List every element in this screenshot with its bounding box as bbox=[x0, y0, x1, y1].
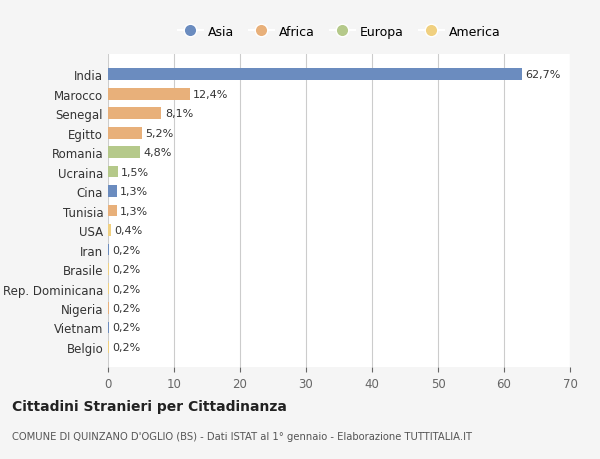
Bar bbox=[108, 205, 116, 217]
Text: 0,2%: 0,2% bbox=[113, 284, 141, 294]
Text: Cittadini Stranieri per Cittadinanza: Cittadini Stranieri per Cittadinanza bbox=[12, 399, 287, 413]
Text: 0,4%: 0,4% bbox=[114, 225, 142, 235]
Bar bbox=[108, 167, 118, 178]
Bar bbox=[108, 108, 161, 120]
Bar bbox=[108, 147, 140, 159]
Bar bbox=[108, 89, 190, 101]
Text: 1,3%: 1,3% bbox=[120, 206, 148, 216]
Text: 0,2%: 0,2% bbox=[113, 264, 141, 274]
Bar bbox=[108, 244, 109, 256]
Text: 62,7%: 62,7% bbox=[525, 70, 560, 80]
Bar bbox=[108, 341, 109, 353]
Text: 12,4%: 12,4% bbox=[193, 90, 229, 100]
Bar bbox=[108, 225, 110, 236]
Bar bbox=[108, 322, 109, 334]
Text: 1,3%: 1,3% bbox=[120, 187, 148, 197]
Text: 5,2%: 5,2% bbox=[146, 129, 174, 139]
Bar bbox=[108, 186, 116, 197]
Text: 4,8%: 4,8% bbox=[143, 148, 172, 158]
Text: COMUNE DI QUINZANO D'OGLIO (BS) - Dati ISTAT al 1° gennaio - Elaborazione TUTTIT: COMUNE DI QUINZANO D'OGLIO (BS) - Dati I… bbox=[12, 431, 472, 441]
Bar bbox=[108, 69, 522, 81]
Legend: Asia, Africa, Europa, America: Asia, Africa, Europa, America bbox=[173, 21, 505, 44]
Bar bbox=[108, 283, 109, 295]
Text: 0,2%: 0,2% bbox=[113, 245, 141, 255]
Text: 0,2%: 0,2% bbox=[113, 342, 141, 352]
Text: 0,2%: 0,2% bbox=[113, 323, 141, 333]
Bar bbox=[108, 128, 142, 139]
Text: 1,5%: 1,5% bbox=[121, 167, 149, 177]
Bar bbox=[108, 302, 109, 314]
Text: 0,2%: 0,2% bbox=[113, 303, 141, 313]
Text: 8,1%: 8,1% bbox=[165, 109, 193, 119]
Bar bbox=[108, 263, 109, 275]
